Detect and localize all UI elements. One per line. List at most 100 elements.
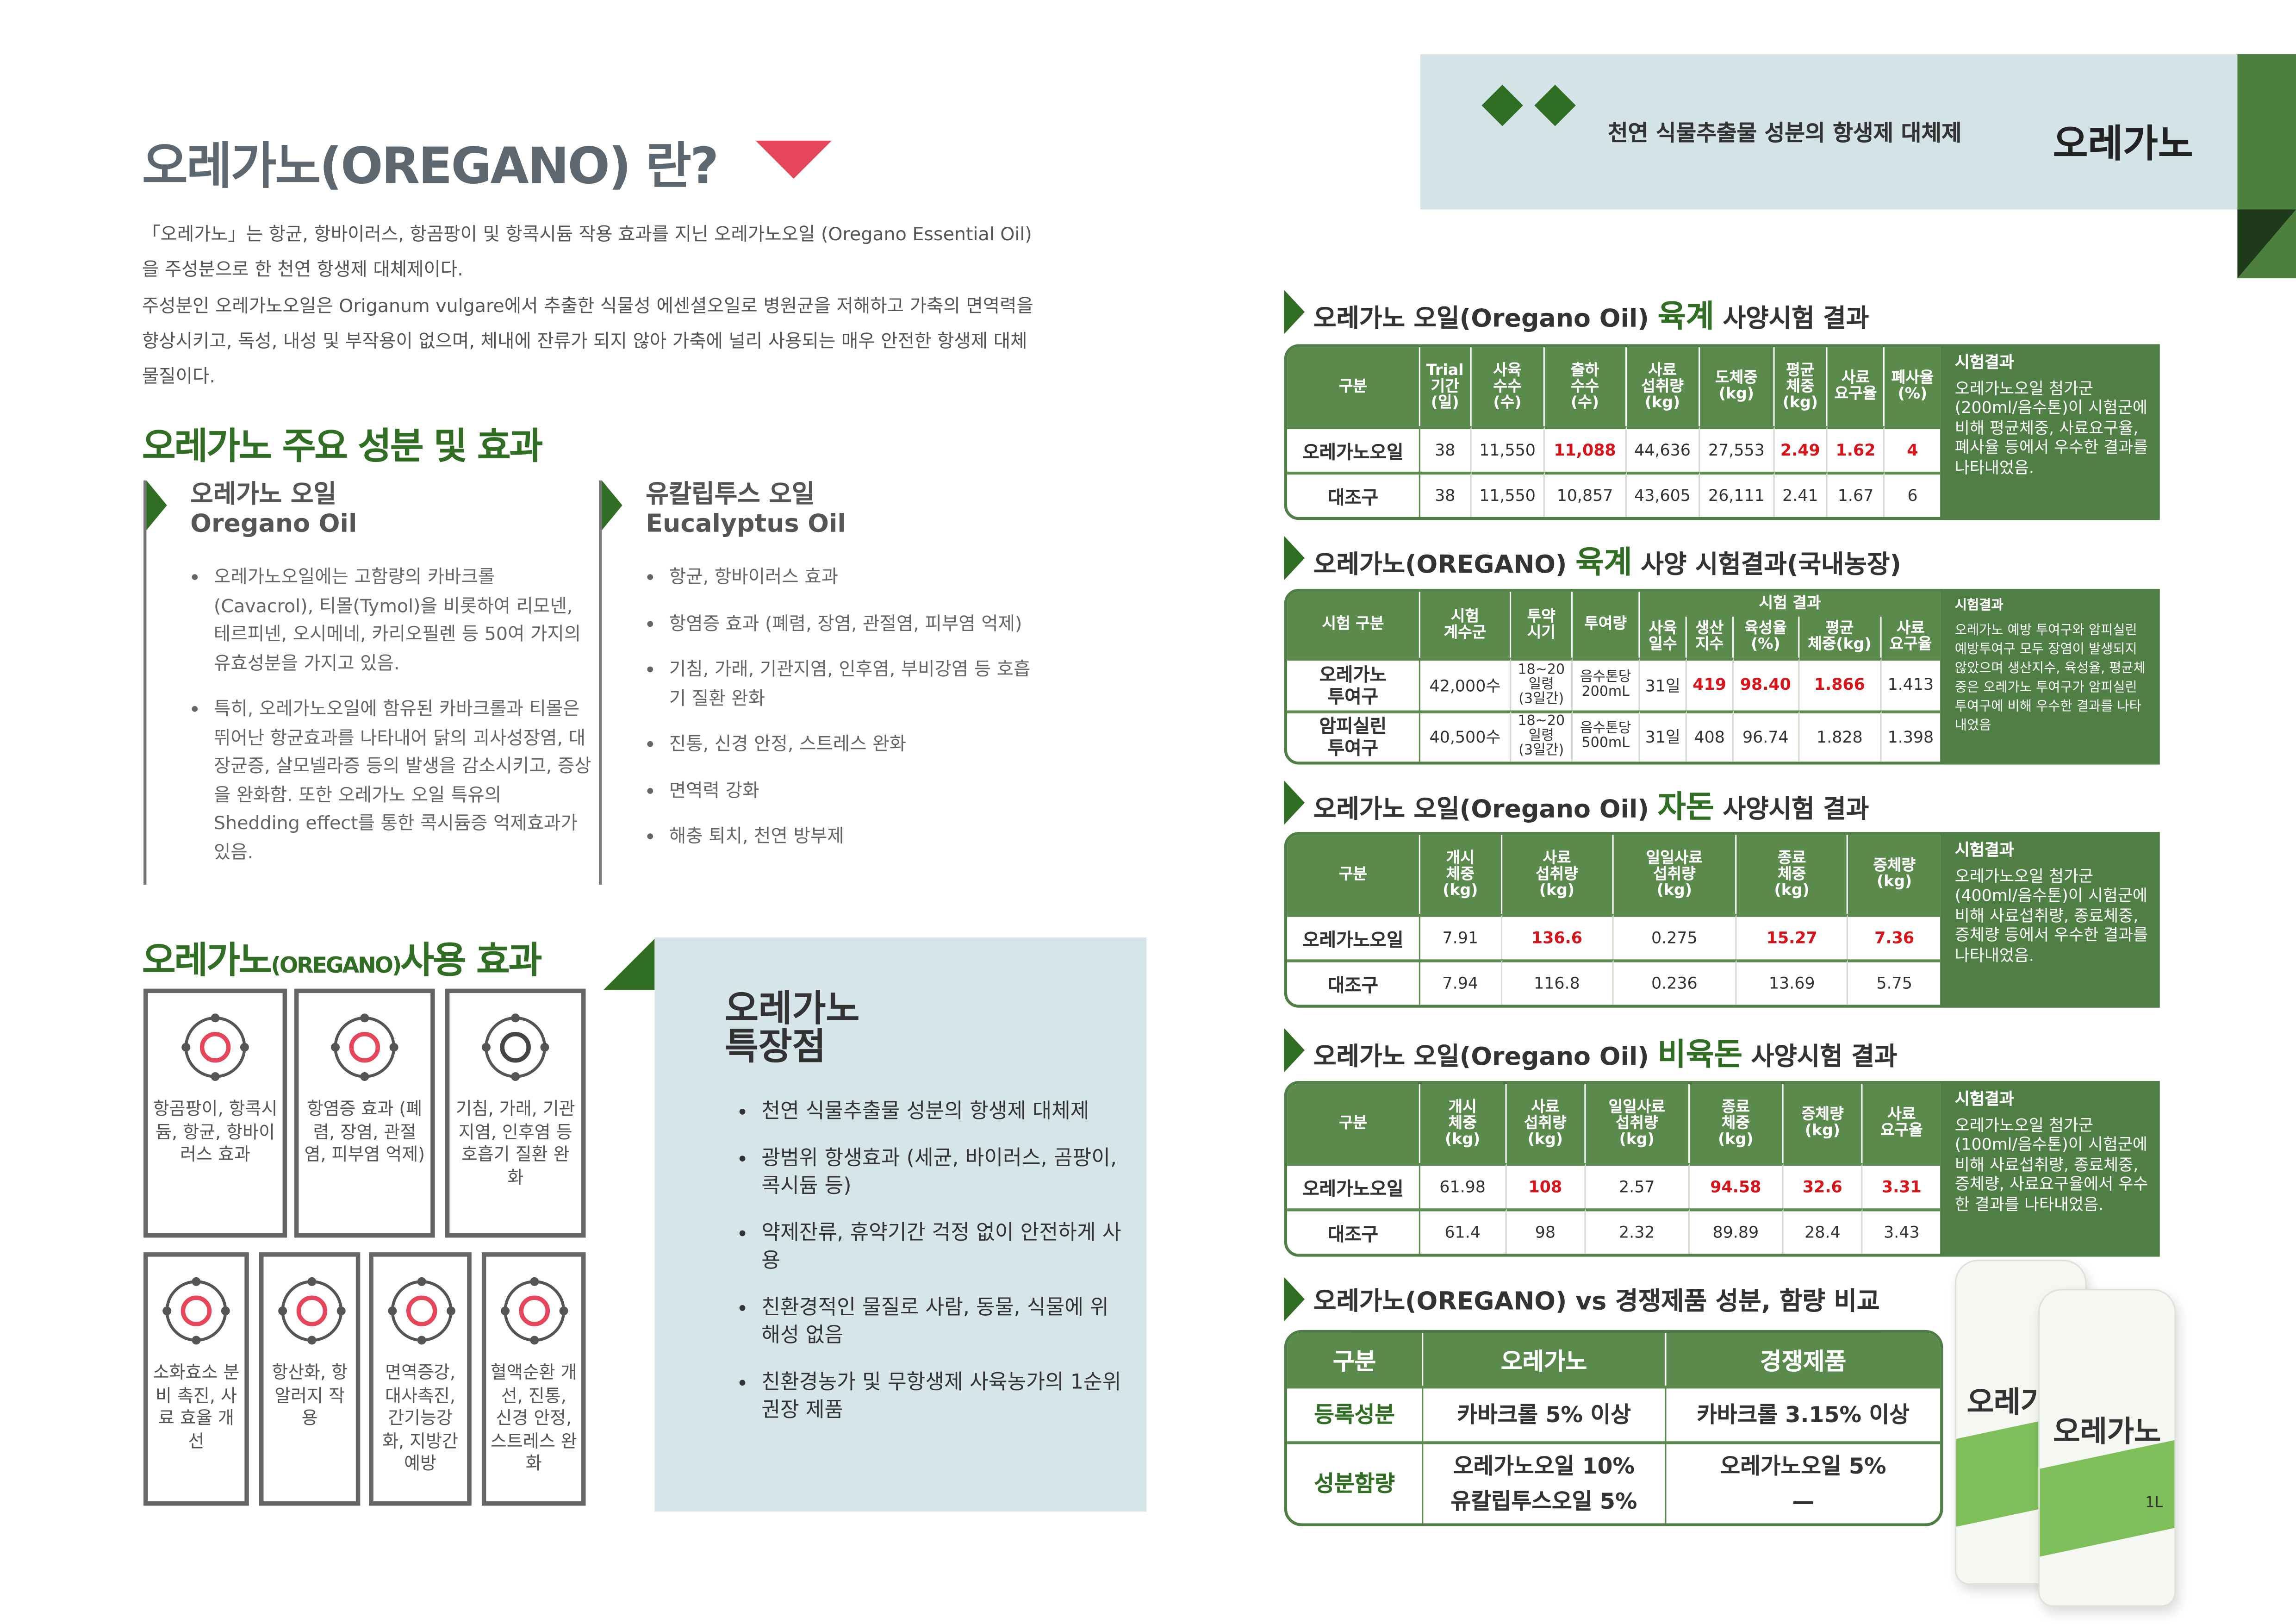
column-header: 경쟁제품 [1666, 1333, 1941, 1386]
cell: 7.36 [1848, 914, 1941, 960]
cell: 32.6 [1783, 1163, 1863, 1209]
text-line: 오레가노오일 10% [1453, 1453, 1635, 1480]
highlight: 98.40 [1740, 675, 1791, 695]
cell: 419 [1687, 658, 1733, 710]
effect-card: 항곰팡이, 항콕시듐, 항균, 항바이러스 효과 [143, 988, 287, 1238]
feature: 친환경적인 물질로 사람, 동물, 식물에 위해성 없음 [761, 1294, 1127, 1351]
cell: 11,550 [1471, 472, 1545, 517]
icon [278, 1277, 346, 1345]
column-header: 투여량 [1573, 592, 1640, 658]
text-line: 사육 [1493, 361, 1522, 379]
effect-card: 기침, 가래, 기관지염, 인후염 등 호흡기 질환 완화 [445, 988, 586, 1238]
intro-paragraph: 「오레가노」는 항균, 항바이러스, 항곰팡이 및 항콕시듐 작용 효과를 지닌… [142, 222, 1032, 280]
cell: 2.49 [1774, 426, 1828, 472]
text-line: 구분 [1338, 377, 1367, 395]
component-name-en: Eucalyptus Oil [646, 510, 846, 539]
text-line: 증체량 [1873, 857, 1916, 875]
comparison-title: 오레가노(OREGANO) vs 경쟁제품 성분, 함량 비교 [1284, 1277, 1880, 1321]
trial-title: 오레가노 오일(Oregano Oil) 육계 사양시험 결과 [1284, 290, 1869, 337]
marker [1284, 1277, 1305, 1321]
text-line: (수) [1571, 394, 1599, 411]
title-line: 특장점 [725, 1025, 826, 1068]
text-line: 계수군 [1444, 623, 1487, 641]
result-text: 오레가노 예방 투여구와 암피실린 예방투여구 모두 장염이 발생되지 않았으며… [1954, 624, 2146, 734]
result-title: 시험결과 [1954, 599, 2004, 614]
text: 27,553 [1708, 441, 1765, 461]
marker [1284, 290, 1305, 334]
cell: 1.828 [1799, 710, 1881, 762]
text-line: (kg) [1876, 873, 1912, 891]
text: 13.69 [1768, 974, 1815, 993]
title-part: 사양 시험결과(국내농장) [1632, 550, 1901, 580]
bullet-list: 오레가노오일에는 고함량의 카바크롤(Cavacrol), 티몰(Tymol)을… [190, 562, 593, 866]
text-line: 투여구 [1327, 685, 1379, 708]
cell: 28.4 [1783, 1208, 1863, 1254]
cell: 98 [1506, 1208, 1586, 1254]
text-line: (3일간) [1518, 691, 1564, 708]
effect-label: 혈액순환 개선, 진통, 신경 안정, 스트레스 완화 [490, 1362, 577, 1474]
product-bottle: 오레가노 1L [2038, 1289, 2176, 1607]
highlight: 11,088 [1554, 441, 1616, 461]
column-header: 도체중 (kg) [1700, 347, 1774, 427]
cell: 108 [1506, 1163, 1586, 1209]
column-header: 구분 [1287, 1333, 1424, 1386]
text-line: 사료 [1841, 369, 1870, 387]
corner-mark [603, 937, 656, 990]
cell: 40,500수 [1420, 710, 1512, 762]
result-title: 시험결과 [1954, 353, 2014, 372]
trial-title: 오레가노 오일(Oregano Oil) 비육돈 사양시험 결과 [1284, 1028, 1897, 1075]
feature: 광범위 항생효과 (세균, 바이러스, 곰팡이, 콕시듐 등) [761, 1145, 1127, 1202]
row-header: 오레가노오일 [1287, 1163, 1420, 1209]
highlight: 108 [1528, 1178, 1562, 1197]
component-name-en: Oregano Oil [190, 510, 357, 539]
highlight: 3.31 [1881, 1178, 1922, 1197]
effect-label: 면역증강, 대사촉진, 간기능강화, 지방간예방 [382, 1362, 458, 1474]
data-row: 대조구 61.4 98 2.32 89.89 28.4 3.43 [1287, 1208, 1941, 1254]
title-part: 오레가노(OREGANO) [1313, 550, 1576, 580]
bullet: 해충 퇴치, 천연 방부제 [669, 822, 1041, 850]
title-line: 오레가노 [725, 987, 860, 1030]
text-line: 섭취량 [1524, 1114, 1567, 1132]
cell: 18~20 일령 (3일간) [1511, 710, 1573, 762]
cell: 1.62 [1828, 426, 1885, 472]
highlight: 94.58 [1710, 1178, 1761, 1197]
text: 31일 [1645, 676, 1680, 696]
column-header: 일일사료 섭취량 (kg) [1586, 1084, 1690, 1164]
title-part: 오레가노 오일(Oregano Oil) [1313, 795, 1658, 825]
comparison-table: 구분 오레가노 경쟁제품 등록성분 카바크롤 5% 이상 카바크롤 3.15% 이상 성분함… [1284, 1330, 1943, 1526]
text-line: 기간 [1431, 377, 1459, 395]
text: 10,857 [1556, 486, 1613, 506]
text: 26,111 [1708, 486, 1765, 506]
row-header: 오레가노 투여구 [1287, 658, 1420, 710]
text: 3.43 [1884, 1223, 1920, 1243]
title-part: 오레가노 [142, 939, 273, 981]
text-line: 요구율 [1880, 1122, 1923, 1140]
tagline: 천연 식물추출물 성분의 항생제 대체제 [1607, 120, 1962, 147]
feature: 천연 식물추출물 성분의 항생제 대체제 [761, 1099, 1127, 1127]
component-name: 유칼립투스 오일 [646, 480, 815, 510]
text-line: (3일간) [1518, 743, 1564, 759]
component: 유칼립투스 오일 Eucalyptus Oil 항균, 항바이러스 효과항염증 … [599, 480, 1041, 885]
features-title: 오레가노 특장점 [725, 987, 901, 1068]
bullet: 면역력 강화 [669, 775, 1041, 804]
text-line: 카바크롤 5% 이상 [1457, 1401, 1631, 1428]
text-line: 섭취량 [1615, 1114, 1658, 1132]
cell: 0.275 [1613, 914, 1737, 960]
effect-card: 항염증 효과 (폐렴, 장염, 관절염, 피부염 억제) [294, 988, 435, 1238]
column-header: 일일사료 섭취량 (kg) [1613, 835, 1737, 915]
cell: 4 [1885, 426, 1941, 472]
text-line: 500mL [1581, 736, 1630, 752]
text: 40,500수 [1429, 728, 1501, 748]
cell: 96.74 [1733, 710, 1800, 762]
text-line: 구분 [1338, 865, 1367, 883]
text-line: 육성율 [1744, 619, 1787, 637]
cell: 3.43 [1863, 1208, 1941, 1254]
cell: 2.41 [1774, 472, 1828, 517]
bullet: 진통, 신경 안정, 스트레스 완화 [669, 730, 1041, 758]
text: 0.236 [1651, 974, 1698, 993]
text-line: 200mL [1581, 684, 1630, 700]
text: 61.4 [1444, 1223, 1481, 1243]
